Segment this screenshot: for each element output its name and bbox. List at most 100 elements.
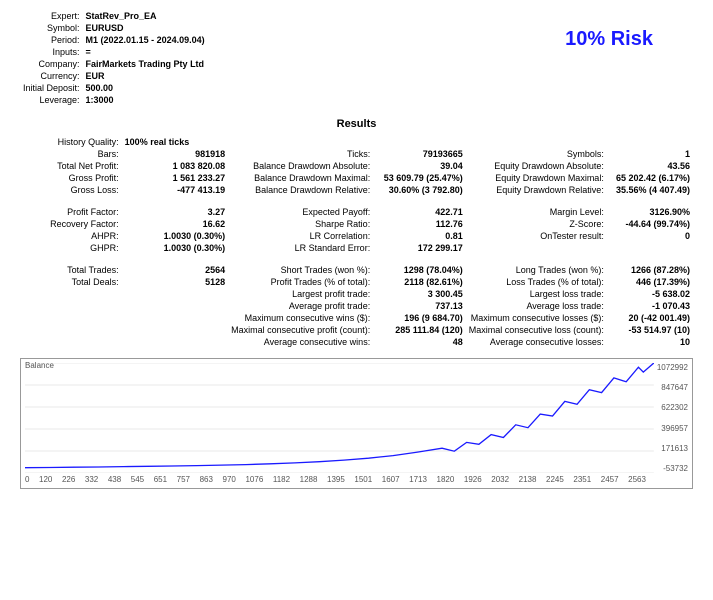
zs-label: Z-Score: bbox=[466, 218, 607, 230]
lpt-label: Largest profit trade: bbox=[228, 288, 373, 300]
company-label: Company: bbox=[20, 58, 83, 70]
y-tick: 622302 bbox=[657, 403, 688, 412]
st-value: 1298 (78.04%) bbox=[373, 264, 466, 276]
leverage-label: Leverage: bbox=[20, 94, 83, 106]
tt-value: 2564 bbox=[122, 264, 228, 276]
balance-chart-svg bbox=[25, 363, 654, 473]
mcw-value: 196 (9 684.70) bbox=[373, 312, 466, 324]
sr-label: Sharpe Ratio: bbox=[228, 218, 373, 230]
x-tick: 438 bbox=[108, 475, 121, 484]
history-quality-value: 100% real ticks bbox=[122, 136, 228, 148]
sr-value: 112.76 bbox=[373, 218, 466, 230]
rf-label: Recovery Factor: bbox=[20, 218, 122, 230]
lrse-label: LR Standard Error: bbox=[228, 242, 373, 254]
lt-label: Long Trades (won %): bbox=[466, 264, 607, 276]
x-tick: 1076 bbox=[245, 475, 263, 484]
leverage-value: 1:3000 bbox=[83, 94, 208, 106]
bars-label: Bars: bbox=[20, 148, 122, 160]
gp-value: 1 561 233.27 bbox=[122, 172, 228, 184]
risk-badge: 10% Risk bbox=[565, 28, 653, 51]
symbols-value: 1 bbox=[607, 148, 693, 160]
alt-label: Average loss trade: bbox=[466, 300, 607, 312]
ml-value: 3126.90% bbox=[607, 206, 693, 218]
lrse-value: 172 299.17 bbox=[373, 242, 466, 254]
loss-label: Loss Trades (% of total): bbox=[466, 276, 607, 288]
x-tick: 2032 bbox=[491, 475, 509, 484]
symbol-value: EURUSD bbox=[83, 22, 208, 34]
report-header: Expert:StatRev_Pro_EA Symbol:EURUSD Peri… bbox=[20, 10, 693, 106]
otr-value: 0 bbox=[607, 230, 693, 242]
x-tick: 1607 bbox=[382, 475, 400, 484]
ml-label: Margin Level: bbox=[466, 206, 607, 218]
chart-y-axis: 1072992847647622302396957171613-53732 bbox=[654, 363, 688, 473]
history-quality-label: History Quality: bbox=[20, 136, 122, 148]
currency-label: Currency: bbox=[20, 70, 83, 82]
ahpr-value: 1.0030 (0.30%) bbox=[122, 230, 228, 242]
apt-value: 737.13 bbox=[373, 300, 466, 312]
x-tick: 226 bbox=[62, 475, 75, 484]
edm-value: 65 202.42 (6.17%) bbox=[607, 172, 693, 184]
inputs-value: = bbox=[83, 46, 208, 58]
results-table: History Quality: 100% real ticks Bars:98… bbox=[20, 136, 693, 348]
ep-label: Expected Payoff: bbox=[228, 206, 373, 218]
st-label: Short Trades (won %): bbox=[228, 264, 373, 276]
apt-label: Average profit trade: bbox=[228, 300, 373, 312]
x-tick: 1288 bbox=[300, 475, 318, 484]
x-tick: 1182 bbox=[273, 475, 290, 484]
inputs-label: Inputs: bbox=[20, 46, 83, 58]
y-tick: 1072992 bbox=[657, 363, 688, 372]
mcw-label: Maximum consecutive wins ($): bbox=[228, 312, 373, 324]
mclc-value: -53 514.97 (10) bbox=[607, 324, 693, 336]
period-label: Period: bbox=[20, 34, 83, 46]
results-heading: Results bbox=[20, 118, 693, 130]
chart-title: Balance bbox=[25, 361, 54, 370]
x-tick: 545 bbox=[131, 475, 144, 484]
x-tick: 863 bbox=[200, 475, 213, 484]
gl-label: Gross Loss: bbox=[20, 184, 122, 196]
bdm-label: Balance Drawdown Maximal: bbox=[228, 172, 373, 184]
gl-value: -477 413.19 bbox=[122, 184, 228, 196]
x-tick: 651 bbox=[154, 475, 167, 484]
acw-label: Average consecutive wins: bbox=[228, 336, 373, 348]
x-tick: 0 bbox=[25, 475, 29, 484]
ghpr-value: 1.0030 (0.30%) bbox=[122, 242, 228, 254]
lt-value: 1266 (87.28%) bbox=[607, 264, 693, 276]
llt-value: -5 638.02 bbox=[607, 288, 693, 300]
eda-label: Equity Drawdown Absolute: bbox=[466, 160, 607, 172]
td-label: Total Deals: bbox=[20, 276, 122, 288]
initial-deposit-value: 500.00 bbox=[83, 82, 208, 94]
bars-value: 981918 bbox=[122, 148, 228, 160]
x-tick: 2563 bbox=[628, 475, 646, 484]
x-tick: 1713 bbox=[409, 475, 427, 484]
y-tick: 847647 bbox=[657, 383, 688, 392]
edr-value: 35.56% (4 407.49) bbox=[607, 184, 693, 196]
bdr-label: Balance Drawdown Relative: bbox=[228, 184, 373, 196]
acl-label: Average consecutive losses: bbox=[466, 336, 607, 348]
tnp-label: Total Net Profit: bbox=[20, 160, 122, 172]
lrc-label: LR Correlation: bbox=[228, 230, 373, 242]
initial-deposit-label: Initial Deposit: bbox=[20, 82, 83, 94]
lrc-value: 0.81 bbox=[373, 230, 466, 242]
alt-value: -1 070.43 bbox=[607, 300, 693, 312]
td-value: 5128 bbox=[122, 276, 228, 288]
x-tick: 757 bbox=[177, 475, 190, 484]
bdr-value: 30.60% (3 792.80) bbox=[373, 184, 466, 196]
balance-chart: Balance 1072992847647622302396957171613-… bbox=[20, 358, 693, 489]
symbol-label: Symbol: bbox=[20, 22, 83, 34]
loss-value: 446 (17.39%) bbox=[607, 276, 693, 288]
expert-label: Expert: bbox=[20, 10, 83, 22]
pt-label: Profit Trades (% of total): bbox=[228, 276, 373, 288]
ticks-label: Ticks: bbox=[228, 148, 373, 160]
mcl-label: Maximum consecutive losses ($): bbox=[466, 312, 607, 324]
x-tick: 1395 bbox=[327, 475, 345, 484]
pf-value: 3.27 bbox=[122, 206, 228, 218]
x-tick: 1926 bbox=[464, 475, 482, 484]
edm-label: Equity Drawdown Maximal: bbox=[466, 172, 607, 184]
zs-value: -44.64 (99.74%) bbox=[607, 218, 693, 230]
mclc-label: Maximal consecutive loss (count): bbox=[466, 324, 607, 336]
x-tick: 2245 bbox=[546, 475, 564, 484]
edr-label: Equity Drawdown Relative: bbox=[466, 184, 607, 196]
eda-value: 43.56 bbox=[607, 160, 693, 172]
ticks-value: 79193665 bbox=[373, 148, 466, 160]
gp-label: Gross Profit: bbox=[20, 172, 122, 184]
